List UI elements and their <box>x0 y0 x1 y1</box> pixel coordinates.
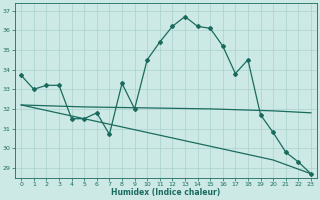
X-axis label: Humidex (Indice chaleur): Humidex (Indice chaleur) <box>111 188 221 197</box>
